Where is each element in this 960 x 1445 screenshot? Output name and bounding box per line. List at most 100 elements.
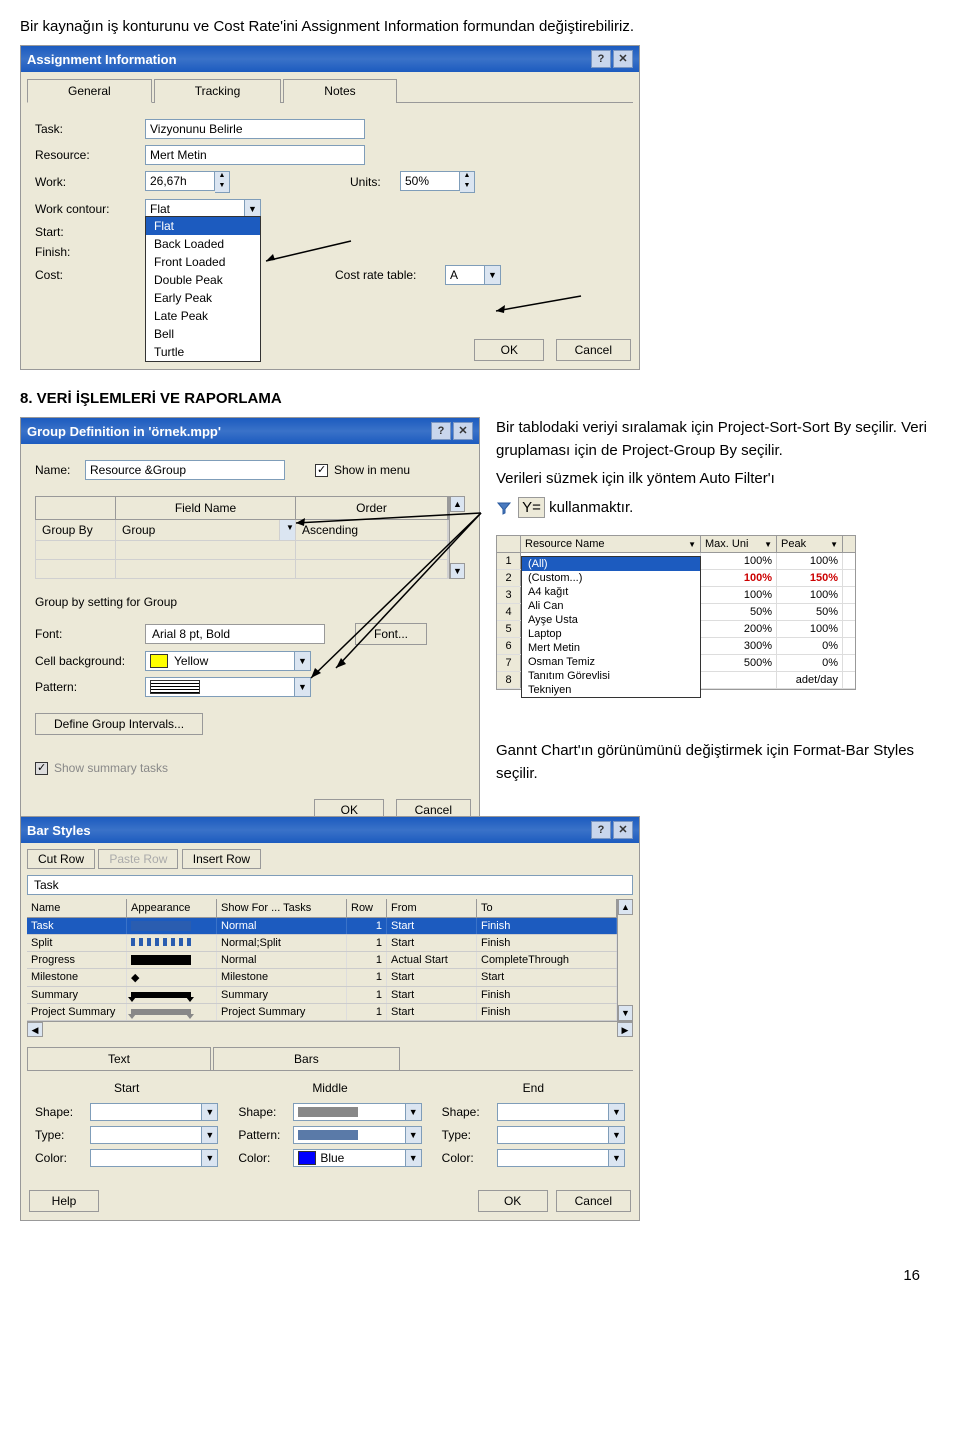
close-icon[interactable]: ✕ [453, 422, 473, 440]
dropdown-button[interactable]: ▼ [609, 1149, 625, 1167]
middle-color-select[interactable]: Blue [293, 1149, 405, 1167]
bar-styles-tabs: Text Bars [27, 1047, 633, 1071]
pattern-dropdown-button[interactable]: ▼ [295, 677, 311, 697]
tab-general[interactable]: General [27, 79, 152, 103]
task-cell-edit[interactable]: Task [27, 875, 633, 895]
shape-label: Shape: [238, 1105, 293, 1119]
middle-pattern-select[interactable] [293, 1126, 405, 1144]
group-empty-row[interactable] [35, 541, 449, 560]
close-icon[interactable]: ✕ [613, 50, 633, 68]
autofilter-dropdown: (All) (Custom...) A4 kağıt Ali Can Ayşe … [521, 556, 701, 698]
finish-label: Finish: [35, 245, 145, 259]
cost-rate-dropdown-button[interactable]: ▼ [485, 265, 501, 285]
cell-bg-label: Cell background: [35, 654, 145, 668]
filter-option[interactable]: Tekniyen [522, 683, 700, 697]
contour-option-back-loaded[interactable]: Back Loaded [146, 235, 260, 253]
field-dropdown-button[interactable]: ▼ [280, 520, 296, 540]
work-field[interactable] [145, 171, 215, 191]
bar-style-row[interactable]: TaskNormal1StartFinish [27, 918, 617, 935]
tab-text[interactable]: Text [27, 1047, 211, 1070]
end-color-select[interactable] [497, 1149, 609, 1167]
cell-bg-dropdown-button[interactable]: ▼ [295, 651, 311, 671]
cancel-button[interactable]: Cancel [556, 1190, 631, 1212]
filter-option[interactable]: Tanıtım Görevlisi [522, 669, 700, 683]
contour-option-turtle[interactable]: Turtle [146, 343, 260, 361]
task-field[interactable] [145, 119, 365, 139]
close-icon[interactable]: ✕ [613, 821, 633, 839]
vertical-scrollbar[interactable]: ▲▼ [617, 899, 633, 1021]
start-type-select[interactable] [90, 1126, 202, 1144]
ok-button[interactable]: OK [478, 1190, 548, 1212]
max-units-header[interactable]: Max. Uni▼ [701, 536, 777, 552]
filter-option-all[interactable]: (All) [522, 557, 700, 571]
filter-option[interactable]: Osman Temiz [522, 655, 700, 669]
dropdown-button[interactable]: ▼ [609, 1126, 625, 1144]
dropdown-button[interactable]: ▼ [202, 1149, 218, 1167]
resource-name-header[interactable]: Resource Name▼ [521, 536, 701, 552]
filter-option[interactable]: Ali Can [522, 599, 700, 613]
filter-option-custom[interactable]: (Custom...) [522, 571, 700, 585]
dropdown-button[interactable]: ▼ [609, 1103, 625, 1121]
vertical-scrollbar[interactable]: ▲▼ [449, 496, 465, 579]
contour-option-front-loaded[interactable]: Front Loaded [146, 253, 260, 271]
contour-option-double-peak[interactable]: Double Peak [146, 271, 260, 289]
font-button[interactable]: Font... [355, 623, 427, 645]
show-summary-checkbox[interactable] [35, 762, 48, 775]
resource-field[interactable] [145, 145, 365, 165]
contour-option-bell[interactable]: Bell [146, 325, 260, 343]
help-icon[interactable]: ? [591, 821, 611, 839]
color-label: Color: [442, 1151, 497, 1165]
bar-style-row[interactable]: SplitNormal;Split1StartFinish [27, 935, 617, 952]
units-field[interactable] [400, 171, 460, 191]
filter-option[interactable]: Ayşe Usta [522, 613, 700, 627]
group-empty-row[interactable] [35, 560, 449, 579]
type-label: Type: [442, 1128, 497, 1142]
bar-style-row[interactable]: Project SummaryProject Summary1StartFini… [27, 1004, 617, 1021]
bar-style-row[interactable]: Milestone◆Milestone1StartStart [27, 969, 617, 987]
units-spinner[interactable]: ▲▼ [460, 171, 475, 193]
show-in-menu-checkbox[interactable] [315, 464, 328, 477]
help-button[interactable]: Help [29, 1190, 99, 1212]
pattern-select[interactable] [145, 677, 295, 697]
filter-equals-button[interactable]: Y= [518, 497, 545, 518]
contour-option-late-peak[interactable]: Late Peak [146, 307, 260, 325]
ok-button[interactable]: OK [474, 339, 544, 361]
define-intervals-button[interactable]: Define Group Intervals... [35, 713, 203, 735]
cancel-button[interactable]: Cancel [556, 339, 631, 361]
group-by-row[interactable]: Group By Group ▼ Ascending [35, 520, 449, 541]
insert-row-button[interactable]: Insert Row [182, 849, 261, 869]
paste-row-button[interactable]: Paste Row [98, 849, 178, 869]
dropdown-button[interactable]: ▼ [406, 1126, 422, 1144]
bar-style-row[interactable]: ProgressNormal1Actual StartCompleteThrou… [27, 952, 617, 969]
dropdown-button[interactable]: ▼ [406, 1103, 422, 1121]
tab-bars[interactable]: Bars [213, 1047, 400, 1070]
tab-tracking[interactable]: Tracking [154, 79, 282, 103]
work-label: Work: [35, 175, 145, 189]
work-spinner[interactable]: ▲▼ [215, 171, 230, 193]
bar-style-row[interactable]: SummarySummary1StartFinish [27, 987, 617, 1004]
filter-option[interactable]: A4 kağıt [522, 585, 700, 599]
end-type-select[interactable] [497, 1126, 609, 1144]
cut-row-button[interactable]: Cut Row [27, 849, 95, 869]
resource-table: Resource Name▼ Max. Uni▼ Peak▼ 1100%100%… [496, 535, 856, 690]
dropdown-button[interactable]: ▼ [202, 1103, 218, 1121]
contour-option-early-peak[interactable]: Early Peak [146, 289, 260, 307]
contour-option-flat[interactable]: Flat [146, 217, 260, 235]
peak-header[interactable]: Peak▼ [777, 536, 843, 552]
filter-option[interactable]: Laptop [522, 627, 700, 641]
help-icon[interactable]: ? [591, 50, 611, 68]
cost-rate-field[interactable] [445, 265, 485, 285]
filter-option[interactable]: Mert Metin [522, 641, 700, 655]
end-shape-select[interactable] [497, 1103, 609, 1121]
cell-bg-select[interactable]: Yellow [145, 651, 295, 671]
tab-notes[interactable]: Notes [283, 79, 396, 103]
dropdown-button[interactable]: ▼ [202, 1126, 218, 1144]
dropdown-button[interactable]: ▼ [406, 1149, 422, 1167]
help-icon[interactable]: ? [431, 422, 451, 440]
horizontal-scrollbar[interactable]: ◀▶ [27, 1021, 633, 1037]
shape-label: Shape: [35, 1105, 90, 1119]
start-color-select[interactable] [90, 1149, 202, 1167]
start-shape-select[interactable] [90, 1103, 202, 1121]
name-field[interactable] [85, 460, 285, 480]
middle-shape-select[interactable] [293, 1103, 405, 1121]
